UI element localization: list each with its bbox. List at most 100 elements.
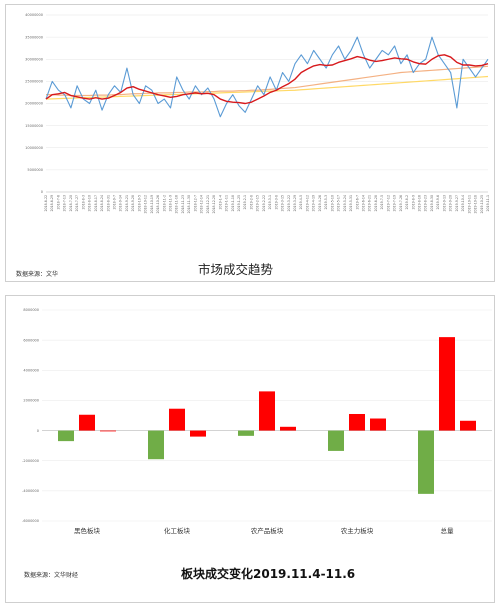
bar <box>280 426 296 431</box>
x-tick-label: 2019-2-22 <box>262 195 266 212</box>
y-tick-label: 30000000 <box>25 57 43 61</box>
y-tick-label: 40000000 <box>25 13 43 17</box>
y-tick-label: -6000000 <box>22 519 39 523</box>
bar <box>349 413 365 431</box>
bar <box>418 430 434 494</box>
x-tick-label: 2019-8-2 <box>405 195 409 209</box>
y-tick-label: 0 <box>37 429 39 433</box>
x-tick-label: 2018-7-20 <box>69 195 73 212</box>
x-tick-label: 2018-7-27 <box>75 195 79 212</box>
bar <box>148 430 164 460</box>
x-tick-label: 2019-5-31 <box>349 195 353 212</box>
series-line-1 <box>45 54 489 105</box>
bar <box>328 430 344 451</box>
category-label: 总量 <box>441 526 455 535</box>
y-tick-label: 6000000 <box>23 338 39 342</box>
x-tick-label: 2019-5-3 <box>324 195 328 209</box>
x-tick-label: 2019-3-1 <box>268 195 272 209</box>
category-label: 农产品板块 <box>251 526 284 535</box>
x-tick-label: 2019-5-24 <box>343 195 347 212</box>
series-line-3 <box>45 75 489 100</box>
bar <box>460 420 476 431</box>
x-tick-label: 2018-7-6 <box>56 195 60 209</box>
x-tick-label: 2018-10-26 <box>156 195 160 214</box>
market-trend-panel: 0 5000000 10000000 15000000 20000000 25000000… <box>5 4 495 282</box>
x-tick-label: 2018-8-31 <box>106 195 110 212</box>
x-tick-label: 2018-9-14 <box>119 195 123 212</box>
y-tick-label: 15000000 <box>25 124 43 128</box>
x-tick-label: 2018-12-21 <box>206 195 210 214</box>
x-tick-label: 2019-8-9 <box>411 195 415 209</box>
series-line-0 <box>45 36 489 118</box>
x-tick-label: 2019-3-29 <box>293 195 297 212</box>
x-tick-label: 2019-7-12 <box>386 195 390 212</box>
bar <box>439 337 455 431</box>
bar <box>259 391 275 431</box>
bar <box>370 418 386 431</box>
bar <box>58 430 74 442</box>
x-tick-label: 2019-7-26 <box>399 195 403 212</box>
x-tick-label: 2018-9-28 <box>131 195 135 212</box>
x-tick-label: 2019-6-14 <box>361 195 365 212</box>
x-tick-label: 2018-12-7 <box>193 195 197 212</box>
x-tick-label: 2019-4-5 <box>299 195 303 209</box>
x-tick-label: 2019-11-1 <box>486 195 490 212</box>
y-tick-label: 5000000 <box>27 168 43 172</box>
x-tick-label: 2019-9-13 <box>442 195 446 212</box>
x-tick-label: 2019-9-6 <box>436 195 440 209</box>
chart2-source: 数据来源：文华财经 <box>24 572 79 579</box>
x-tick-label: 2018-11-9 <box>169 195 173 212</box>
x-tick-label: 2019-9-20 <box>449 195 453 212</box>
y-tick-label: 2000000 <box>23 399 39 403</box>
x-tick-label: 2018-11-30 <box>187 195 191 214</box>
x-tick-label: 2019-10-11 <box>467 195 471 214</box>
bar <box>190 430 206 437</box>
x-tick-label: 2018-9-21 <box>125 195 129 212</box>
x-tick-label: 2019-3-15 <box>281 195 285 212</box>
bar <box>169 408 185 431</box>
category-label: 化工板块 <box>164 526 191 535</box>
y-tick-label: 8000000 <box>23 308 39 312</box>
x-tick-label: 2018-8-17 <box>94 195 98 212</box>
category-label: 黑色板块 <box>74 526 101 535</box>
x-tick-label: 2019-6-7 <box>355 195 359 209</box>
x-tick-label: 2018-11-23 <box>181 195 185 214</box>
x-tick-label: 2018-6-22 <box>44 195 48 212</box>
x-tick-label: 2019-10-18 <box>474 195 478 214</box>
sector-volume-chart: 8000000 6000000 4000000 2000000 0 -2000000 -40… <box>22 308 492 535</box>
chart1-source: 数据来源：文华 <box>16 271 59 278</box>
x-tick-label: 2018-11-16 <box>175 195 179 214</box>
x-tick-label: 2018-9-7 <box>112 195 116 209</box>
x-tick-label: 2018-6-29 <box>50 195 54 212</box>
x-tick-label: 2019-5-17 <box>337 195 341 212</box>
sector-volume-panel: 8000000 6000000 4000000 2000000 0 -2000000 -40… <box>5 295 495 603</box>
x-tick-label: 2019-2-15 <box>256 195 260 212</box>
x-tick-label: 2018-8-24 <box>100 195 104 212</box>
category-label: 农主力板块 <box>341 526 374 535</box>
y-tick-label: 4000000 <box>23 368 39 372</box>
x-tick-label: 2019-7-19 <box>393 195 397 212</box>
x-tick-label: 2018-12-14 <box>200 195 204 214</box>
y-tick-label: -4000000 <box>22 489 39 493</box>
bar <box>79 414 95 431</box>
x-tick-label: 2019-10-4 <box>461 195 465 212</box>
y-tick-label: 35000000 <box>25 35 43 39</box>
x-tick-label: 2019-2-8 <box>249 195 253 209</box>
x-tick-label: 2019-1-18 <box>231 195 235 212</box>
x-tick-label: 2019-6-28 <box>374 195 378 212</box>
y-tick-label: 10000000 <box>25 146 43 150</box>
x-tick-label: 2019-7-5 <box>380 195 384 209</box>
x-tick-label: 2019-10-25 <box>480 195 484 214</box>
chart2-title: 板块成交变化2019.11.4-11.6 <box>181 567 356 581</box>
x-tick-label: 2019-5-10 <box>330 195 334 212</box>
bar <box>100 430 116 432</box>
y-tick-label: -2000000 <box>22 459 39 463</box>
y-tick-label: 0 <box>41 190 43 194</box>
x-tick-label: 2019-3-22 <box>287 195 291 212</box>
x-tick-label: 2019-8-30 <box>430 195 434 212</box>
x-tick-label: 2019-8-16 <box>418 195 422 212</box>
x-tick-label: 2019-3-8 <box>274 195 278 209</box>
y-tick-label: 25000000 <box>25 80 43 84</box>
x-tick-label: 2019-4-26 <box>318 195 322 212</box>
x-tick-label: 2018-10-19 <box>150 195 154 214</box>
